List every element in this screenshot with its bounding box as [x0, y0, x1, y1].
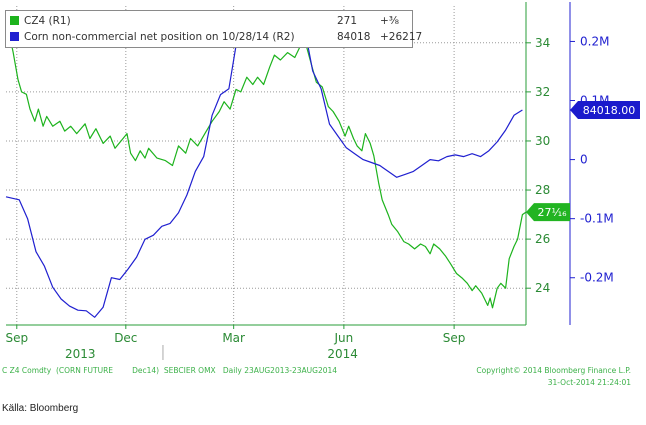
y-right-tick-label: 0.2M [580, 34, 609, 48]
legend-row-cz4: CZ4 (R1) 271 +³⁄₈ [10, 14, 399, 29]
axes: Sep Dec Mar Jun Sep 2013 2014 24 26 28 30 32 34 -0.2M… [5, 2, 640, 361]
y-right-tick-label: 0 [580, 153, 588, 167]
y-left-tick-label: 34 [535, 36, 550, 50]
last-value-tag-right-text: 84018.00 [583, 104, 636, 117]
footer-ticker-info: C Z4 Comdty (CORN FUTURE Dec14) SEBCIER … [2, 366, 338, 375]
series-layer [5, 19, 527, 318]
y-left-tick-label: 28 [535, 183, 550, 197]
legend: CZ4 (R1) 271 +³⁄₈ Corn non-commercial ne… [5, 10, 422, 48]
legend-series2-last: 84018 [337, 31, 371, 43]
legend-series2-change: +26217 [380, 31, 423, 43]
y-left-tick-label: 26 [535, 232, 550, 246]
legend-swatch-green [10, 16, 19, 25]
legend-series1-last: 271 [337, 15, 358, 27]
footer-copyright: Copyright© 2014 Bloomberg Finance L.P. [476, 366, 631, 375]
legend-row-corn-position: Corn non-commercial net position on 10/2… [10, 30, 422, 45]
last-value-tag-left [526, 203, 570, 222]
y-right-tick-label: -0.1M [580, 212, 614, 226]
footer-timestamp: 31-Oct-2014 21:24:01 [547, 378, 631, 387]
y-left-tick-label: 24 [535, 281, 550, 295]
x-tick-label: Sep [443, 331, 466, 345]
x-tick-label: Jun [334, 331, 354, 345]
y-right-tick-label: -0.2M [580, 271, 614, 285]
legend-series2-name: Corn non-commercial net position on 10/2… [24, 31, 295, 43]
source-caption: Källa: Bloomberg [2, 403, 79, 414]
x-tick-label: Dec [114, 331, 137, 345]
x-tick-label: Sep [5, 331, 28, 345]
y-left-tick-label: 32 [535, 85, 550, 99]
last-value-tag-right [570, 100, 640, 119]
x-tick-label: Mar [222, 331, 245, 345]
grid [6, 6, 526, 325]
y-left-tick-label: 30 [535, 134, 550, 148]
series-line-cz4 [5, 34, 527, 309]
legend-series1-change: +³⁄₈ [380, 15, 399, 27]
year-label: 2014 [327, 347, 358, 361]
series-line-net-position [5, 19, 523, 318]
last-value-tag-left-text: 27¹⁄₁₆ [537, 206, 567, 219]
year-label: 2013 [65, 347, 96, 361]
legend-series1-name: CZ4 (R1) [24, 15, 71, 27]
legend-swatch-blue [10, 32, 19, 41]
